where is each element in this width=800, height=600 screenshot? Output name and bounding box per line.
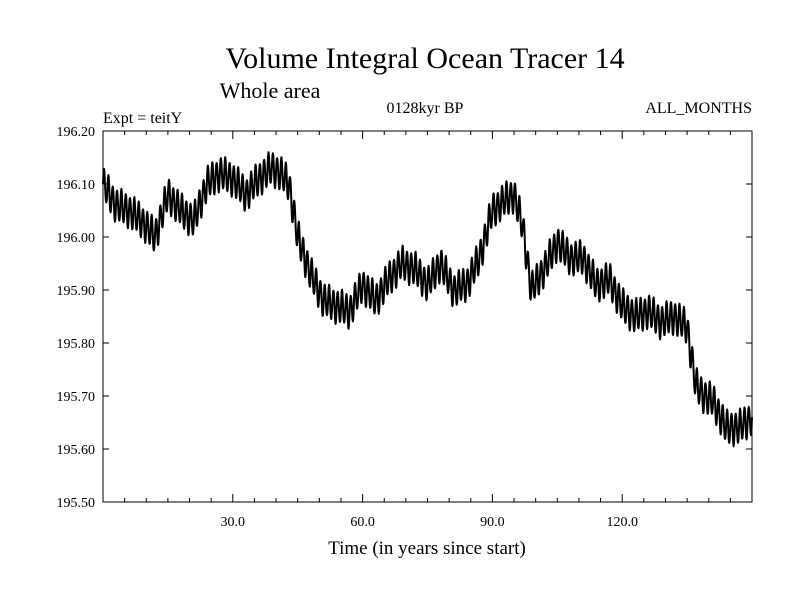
chart-subtitle: Whole area — [220, 78, 321, 103]
x-tick-label: 30.0 — [221, 515, 246, 530]
y-tick-label: 195.80 — [57, 337, 96, 352]
months-label: ALL_MONTHS — [645, 100, 752, 117]
y-tick-label: 195.50 — [57, 496, 96, 511]
y-tick-label: 196.20 — [57, 125, 96, 140]
x-tick-label: 120.0 — [606, 515, 638, 530]
y-axis: 195.50 195.60 195.70 195.80 195.90 196.00 196.… — [57, 125, 752, 511]
x-tick-label: 90.0 — [480, 515, 505, 530]
chart-title: Volume Integral Ocean Tracer 14 — [225, 42, 624, 75]
y-tick-label: 196.00 — [57, 231, 96, 246]
y-tick-label: 195.90 — [57, 284, 96, 299]
y-tick-label: 195.60 — [57, 443, 96, 458]
experiment-label: Expt = teitY — [103, 110, 183, 127]
x-axis: 30.0 60.0 90.0 120.0 — [124, 131, 731, 530]
x-tick-label: 60.0 — [350, 515, 375, 530]
y-tick-label: 196.10 — [57, 178, 96, 193]
y-tick-label: 195.70 — [57, 390, 96, 405]
x-axis-label: Time (in years since start) — [328, 538, 526, 559]
series-line — [102, 151, 753, 448]
period-label: 0128kyr BP — [387, 100, 464, 117]
